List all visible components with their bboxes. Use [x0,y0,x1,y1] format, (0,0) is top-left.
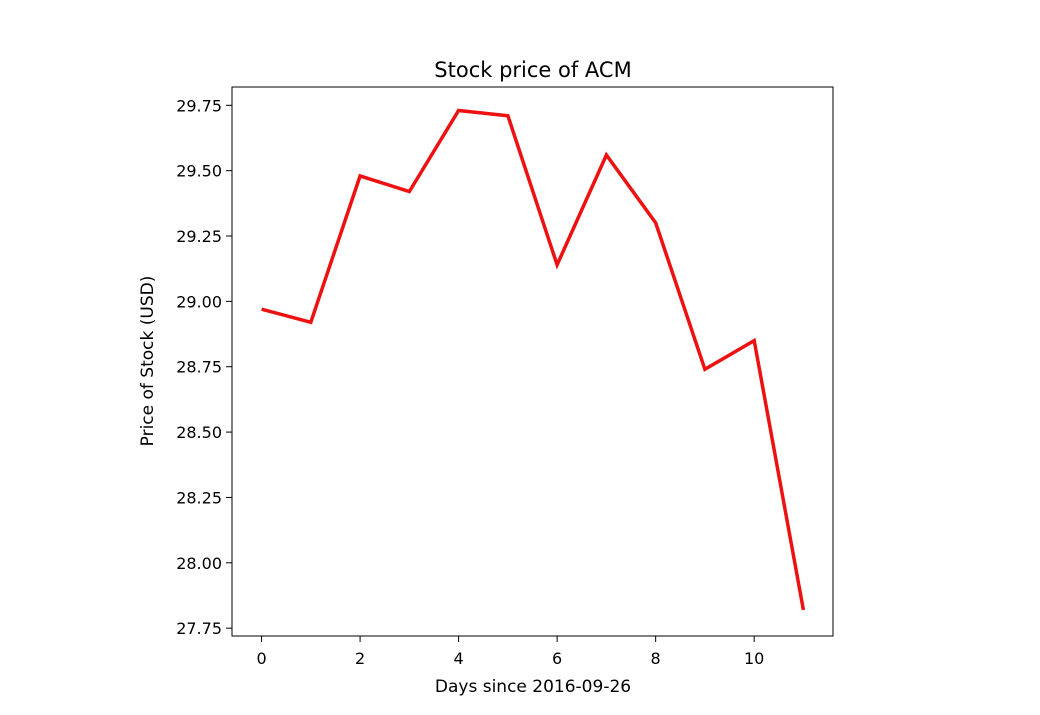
x-tick-label: 6 [552,649,562,668]
y-tick-label: 28.00 [176,554,222,573]
price-series-line [261,108,806,611]
x-tick-label: 2 [355,649,365,668]
y-tick-label: 29.50 [176,162,222,181]
y-tick-label: 27.75 [176,619,222,638]
y-tick-label: 28.50 [176,423,222,442]
y-tick-label: 29.75 [176,96,222,115]
y-tick-label: 29.25 [176,227,222,246]
x-axis: 0 2 4 6 8 10 [256,636,764,668]
y-tick-label: 28.75 [176,358,222,377]
y-axis: 27.75 28.00 28.25 28.50 28.75 29.00 29.25 29.50… [176,96,232,638]
x-tick-label: 10 [744,649,764,668]
x-tick-label: 4 [454,649,464,668]
y-axis-label: Price of Stock (USD) [138,276,158,447]
x-axis-label: Days since 2016-09-26 [435,677,631,697]
x-tick-label: 0 [256,649,266,668]
x-tick-label: 8 [651,649,661,668]
plot-frame [231,86,834,637]
y-tick-label: 28.25 [176,488,222,507]
y-tick-label: 29.00 [176,292,222,311]
series-layer [261,108,806,611]
chart-title: Stock price of ACM [434,58,631,82]
